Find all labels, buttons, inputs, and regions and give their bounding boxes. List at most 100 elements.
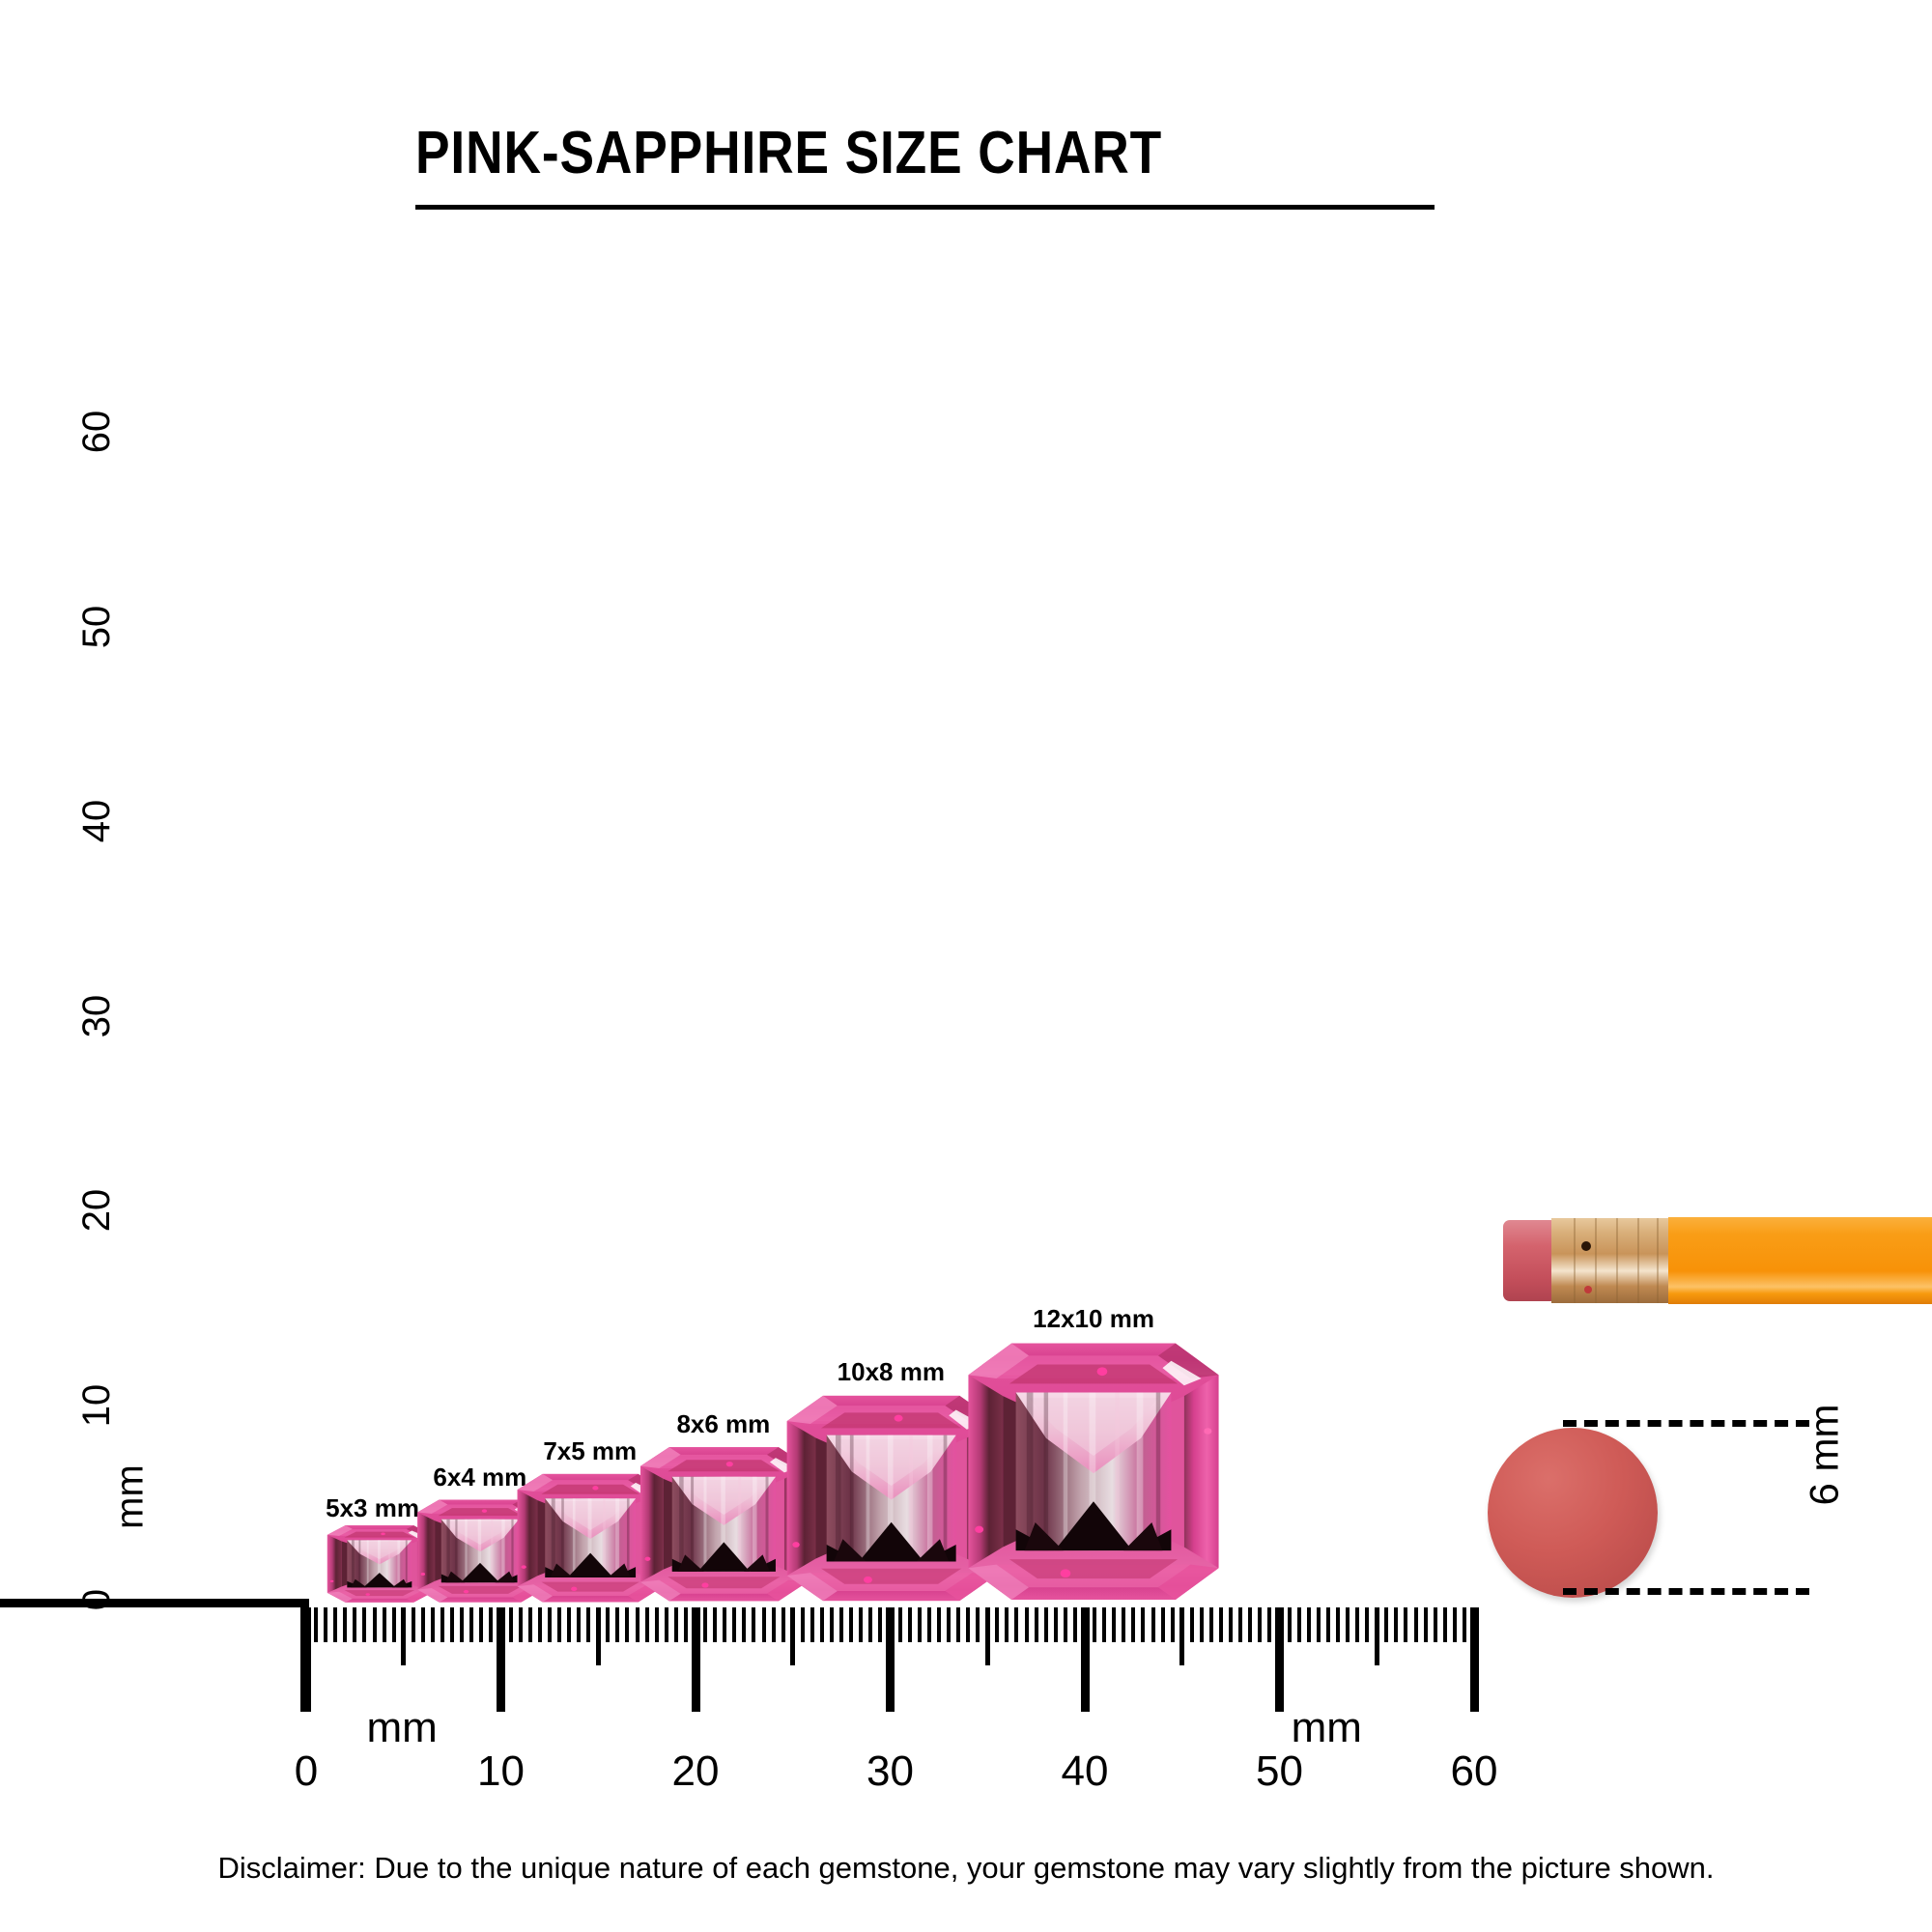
hruler-minor-tick [1093,1607,1097,1642]
hruler-minor-tick [1287,1607,1292,1642]
hruler-minor-tick [450,1607,455,1642]
hruler-minor-tick [849,1607,854,1642]
hruler-minor-tick [1160,1607,1165,1642]
hruler-minor-tick [411,1607,415,1642]
eraser-size-label: 6 mm [1801,1404,1847,1506]
hruler-tick-label: 10 [477,1747,525,1795]
disclaimer-text: Disclaimer: Due to the unique nature of … [217,1851,1715,1885]
hruler-minor-tick [781,1607,785,1642]
hruler-minor-tick [761,1607,766,1642]
hruler-tick-label: 40 [1061,1747,1109,1795]
ruler-corner-horizontal [0,1599,309,1607]
hruler-minor-tick [878,1607,883,1642]
hruler-minor-tick [1267,1607,1272,1642]
hruler-minor-tick [489,1607,494,1642]
hruler-mid-tick [984,1607,990,1665]
hruler-minor-tick [1014,1607,1019,1642]
hruler-minor-tick [1122,1607,1126,1642]
hruler-minor-tick [1024,1607,1029,1642]
title-block: PINK-SAPPHIRE SIZE CHART [415,120,1459,210]
hruler-minor-tick [1346,1607,1350,1642]
hruler-minor-tick [1452,1607,1457,1642]
hruler-minor-tick [1296,1607,1301,1642]
hruler-minor-tick [635,1607,639,1642]
hruler-minor-tick [1229,1607,1234,1642]
hruler-minor-tick [1238,1607,1243,1642]
hruler-minor-tick [1306,1607,1311,1642]
hruler-minor-tick [723,1607,727,1642]
hruler-minor-tick [372,1607,377,1642]
hruler-minor-tick [683,1607,688,1642]
hruler-minor-tick [839,1607,844,1642]
hruler-minor-tick [1199,1607,1204,1642]
hruler-minor-tick [508,1607,513,1642]
hruler-major-tick [1080,1607,1090,1712]
page-title: PINK-SAPPHIRE SIZE CHART [415,120,1163,186]
hruler-mid-tick [1179,1607,1185,1665]
hruler-minor-tick [966,1607,971,1642]
vertical-unit-label: mm [108,1464,152,1529]
hruler-minor-tick [1005,1607,1009,1642]
hruler-minor-tick [644,1607,649,1642]
hruler-minor-tick [556,1607,561,1642]
horizontal-unit-label-right: mm [1291,1704,1362,1751]
hruler-minor-tick [936,1607,941,1642]
hruler-tick-label: 60 [1450,1747,1498,1795]
gemstone-item: 6x4 mm [415,1464,545,1604]
hruler-minor-tick [586,1607,591,1642]
hruler-minor-tick [460,1607,465,1642]
hruler-mid-tick [790,1607,796,1665]
hruler-minor-tick [1219,1607,1224,1642]
gemstone-item: 12x10 mm [964,1306,1223,1604]
hruler-minor-tick [907,1607,912,1642]
hruler-minor-tick [577,1607,582,1642]
hruler-minor-tick [654,1607,659,1642]
hruler-minor-tick [430,1607,435,1642]
callout-dashed-line-top [1563,1420,1809,1427]
hruler-minor-tick [1442,1607,1447,1642]
hruler-mid-tick [595,1607,601,1665]
hruler-minor-tick [1335,1607,1340,1642]
hruler-minor-tick [1316,1607,1321,1642]
hruler-minor-tick [713,1607,718,1642]
hruler-minor-tick [830,1607,835,1642]
hruler-minor-tick [1433,1607,1437,1642]
hruler-minor-tick [518,1607,523,1642]
hruler-minor-tick [1325,1607,1330,1642]
hruler-minor-tick [625,1607,630,1642]
hruler-minor-tick [479,1607,484,1642]
hruler-minor-tick [868,1607,873,1642]
eraser-circle-reference [1488,1428,1658,1598]
vruler-tick-label: 30 [75,994,118,1037]
hruler-major-tick [301,1607,311,1712]
hruler-mid-tick [1374,1607,1379,1665]
hruler-minor-tick [420,1607,425,1642]
hruler-minor-tick [353,1607,357,1642]
hruler-minor-tick [1112,1607,1117,1642]
hruler-minor-tick [703,1607,708,1642]
hruler-minor-tick [391,1607,396,1642]
hruler-major-tick [497,1607,505,1712]
hruler-minor-tick [1355,1607,1360,1642]
hruler-minor-tick [606,1607,611,1642]
horizontal-ruler: 0 10 20 30 40 50 60 [0,1604,1932,1797]
gemstone-size-label: 5x3 mm [326,1493,419,1523]
gemstone-size-label: 6x4 mm [433,1462,527,1492]
gemstone-size-label: 10x8 mm [837,1356,945,1386]
hruler-minor-tick [732,1607,737,1642]
gemstone-emerald-cut-icon [964,1340,1223,1604]
hruler-minor-tick [946,1607,951,1642]
hruler-minor-tick [742,1607,747,1642]
hruler-minor-tick [1208,1607,1213,1642]
hruler-minor-tick [956,1607,961,1642]
hruler-minor-tick [440,1607,445,1642]
hruler-tick-label: 0 [294,1747,319,1795]
hruler-minor-tick [314,1607,319,1642]
hruler-minor-tick [752,1607,756,1642]
hruler-minor-tick [382,1607,386,1642]
hruler-minor-tick [1141,1607,1146,1642]
hruler-minor-tick [819,1607,824,1642]
hruler-minor-tick [1043,1607,1048,1642]
